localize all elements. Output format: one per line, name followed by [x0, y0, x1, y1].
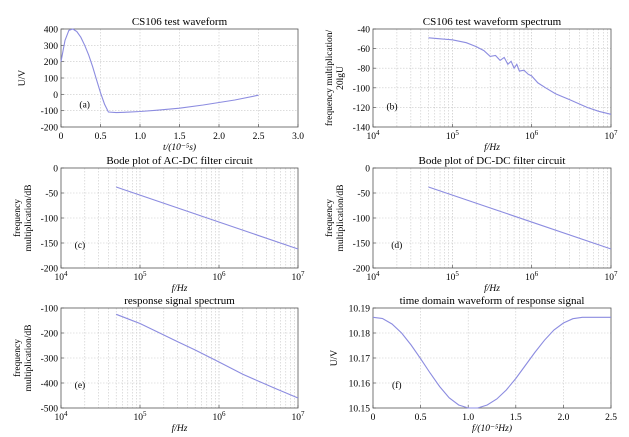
x-tick-label: 105: [134, 270, 148, 283]
y-tick-label: 200: [44, 58, 59, 68]
chart-title: CS106 test waveform spectrum: [423, 16, 562, 28]
axes-frame: [372, 28, 612, 128]
y-tick-label: -150: [41, 240, 59, 250]
y-tick-label: -150: [353, 240, 371, 250]
x-tick-label: 105: [134, 410, 148, 423]
panel-label: (e): [75, 380, 86, 391]
y-tick-label: -40: [357, 26, 370, 36]
y-tick-label: 300: [44, 42, 59, 52]
y-tick-label: 0: [53, 91, 58, 101]
y-axis-label: U/V: [330, 350, 340, 367]
x-tick-label: 2.5: [253, 132, 265, 142]
x-tick-label: 106: [525, 270, 539, 283]
y-tick-label: -100: [353, 84, 371, 94]
panel-label: (a): [79, 99, 90, 110]
chart-title: Bode plot of DC-DC filter circuit: [419, 155, 566, 167]
x-tick-label: 1.0: [462, 413, 474, 423]
x-tick-label: 0: [371, 413, 376, 423]
x-tick-label: 2.0: [213, 132, 225, 142]
panel-f: 0 0.5 1.0 1.5 2.0 2.5 10.15 10.16 10.17 10.18 10.1…: [330, 295, 617, 434]
panel-a: 0 0.5 1.0 1.5 2.0 2.5 3.0 -200 -100 0 100 200 300 400…: [18, 16, 304, 153]
panel-label: (f): [392, 380, 402, 391]
x-tick-label: 0: [59, 132, 64, 142]
x-tick-label: 106: [525, 129, 539, 142]
series-line: [428, 186, 612, 250]
chart-title: Bode plot of AC-DC filter circuit: [106, 155, 252, 167]
x-tick-label: 0.5: [415, 413, 427, 423]
chart-title: CS106 test waveform: [132, 16, 228, 28]
series-line: [428, 37, 612, 115]
y-tick-label: -100: [41, 215, 59, 225]
y-tick-label: 10.15: [349, 405, 371, 415]
x-axis-label: f/Hz: [484, 283, 500, 294]
series-line: [116, 313, 299, 399]
y-axis-label: U/V: [18, 70, 28, 87]
x-axis-label: f/Hz: [172, 283, 188, 294]
y-tick-label: -60: [357, 45, 370, 55]
x-tick-label: 105: [446, 270, 460, 283]
y-tick-label: -120: [353, 104, 371, 114]
y-axis-label: frequencymultiplication/dB: [12, 184, 34, 251]
x-tick-label: 1.5: [510, 413, 522, 423]
y-tick-label: 10.16: [349, 380, 371, 390]
y-tick-label: -200: [41, 265, 59, 275]
x-tick-label: 1.5: [174, 132, 186, 142]
y-tick-label: -100: [41, 107, 59, 117]
y-tick-label: 0: [53, 165, 58, 175]
y-axis-label: frequencymultiplication/dB: [12, 324, 34, 391]
x-axis-label: t/(10⁻⁵s): [163, 142, 196, 153]
panel-label: (b): [387, 101, 398, 112]
y-tick-label: -80: [357, 65, 370, 75]
y-tick-label: -100: [41, 305, 59, 315]
x-tick-label: 1.0: [134, 132, 146, 142]
x-axis-label: f/(10⁻⁵Hz): [472, 423, 512, 434]
y-tick-label: -50: [357, 190, 370, 200]
panel-e: 104 105 106 107-500-400-300-200-100response…: [12, 295, 305, 434]
panel-label: (d): [391, 240, 402, 251]
y-tick-label: 100: [44, 75, 59, 85]
x-tick-label: 107: [292, 270, 306, 283]
y-tick-label: 10.19: [349, 305, 371, 315]
y-tick-label: 400: [44, 26, 59, 36]
panel-label: (c): [75, 240, 86, 251]
y-tick-label: -100: [353, 215, 371, 225]
series-line: [116, 186, 299, 250]
x-tick-label: 2.5: [605, 413, 617, 423]
y-tick-label: -200: [41, 124, 59, 134]
x-tick-label: 105: [446, 129, 460, 142]
y-tick-label: -300: [41, 355, 59, 365]
series-line: [372, 316, 611, 409]
y-axis-label: frequency multiplication/20lgU: [324, 29, 346, 126]
x-tick-label: 2.0: [557, 413, 569, 423]
series-line: [60, 28, 259, 114]
y-tick-label: -500: [41, 405, 59, 415]
y-tick-label: 0: [365, 165, 370, 175]
y-tick-label: -200: [41, 330, 59, 340]
x-tick-label: 107: [292, 410, 306, 423]
x-tick-label: 106: [213, 410, 227, 423]
chart-title: response signal spectrum: [124, 295, 235, 307]
x-tick-label: 0.5: [95, 132, 107, 142]
x-tick-label: 107: [605, 270, 619, 283]
y-tick-label: 10.17: [349, 355, 371, 365]
x-tick-label: 3.0: [292, 132, 304, 142]
y-axis-label: frequencymultiplication/dB: [324, 184, 346, 251]
y-tick-label: -200: [353, 265, 371, 275]
y-tick-label: -50: [45, 190, 58, 200]
chart-title: time domain waveform of response signal: [400, 295, 585, 307]
y-tick-label: -140: [353, 124, 371, 134]
y-tick-label: 10.18: [349, 330, 371, 340]
x-tick-label: 106: [213, 270, 227, 283]
x-axis-label: f/Hz: [172, 423, 188, 434]
y-tick-label: -400: [41, 380, 59, 390]
x-axis-label: f/Hz: [484, 142, 500, 153]
x-tick-label: 107: [605, 129, 619, 142]
